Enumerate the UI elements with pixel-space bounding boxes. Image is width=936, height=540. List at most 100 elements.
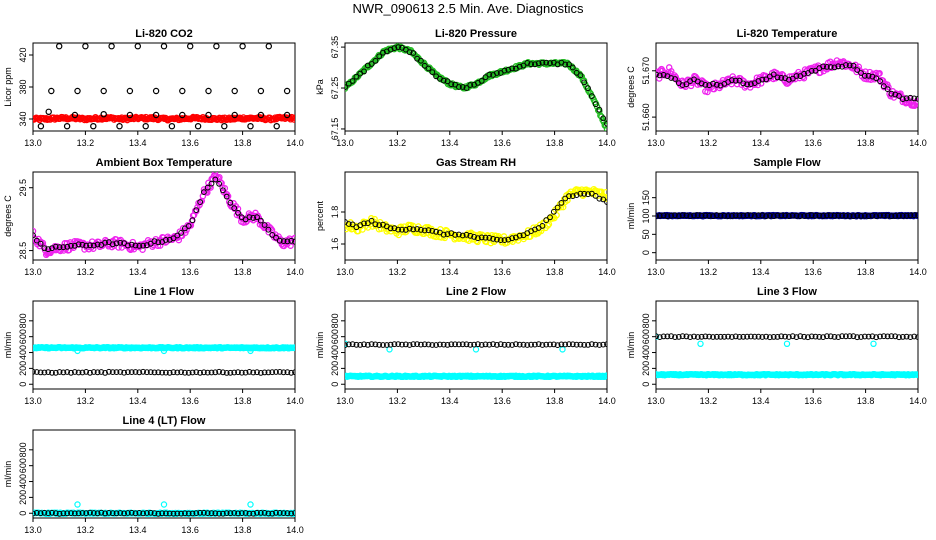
data-point (717, 333, 724, 340)
data-point (884, 333, 891, 340)
x-tick-label: 13.4 (129, 267, 147, 277)
gas-stream-rh-axis-box (344, 171, 608, 261)
data-point (429, 228, 436, 234)
data-point (178, 510, 185, 517)
x-tick-label: 14.0 (286, 138, 304, 148)
data-point (440, 341, 447, 348)
y-tick-label: 340 (18, 111, 28, 126)
data-point (751, 213, 758, 220)
data-point (100, 110, 107, 118)
data-point (598, 188, 605, 196)
data-point (520, 341, 527, 348)
data-point (501, 237, 508, 244)
data-point (204, 369, 211, 376)
data-point (604, 120, 607, 127)
data-point (441, 234, 449, 242)
data-point (152, 111, 160, 119)
data-point (698, 333, 705, 340)
data-point (581, 190, 588, 197)
data-point (144, 369, 150, 376)
data-point (532, 341, 538, 348)
data-point (789, 212, 796, 219)
gas-stream-rh-ylabel: percent (315, 200, 325, 231)
x-tick-label: 13.2 (389, 267, 407, 277)
data-point (729, 213, 735, 219)
data-point (410, 50, 417, 56)
data-point (656, 213, 659, 219)
data-point (71, 510, 78, 517)
data-point (543, 217, 550, 224)
data-point (725, 333, 731, 340)
data-point (429, 69, 436, 75)
data-point (45, 246, 52, 253)
data-point (778, 212, 785, 219)
data-point (410, 341, 417, 348)
data-point (751, 333, 758, 340)
data-point (713, 212, 720, 219)
data-point (475, 341, 481, 348)
li-820-pressure-title: Li-820 Pressure (435, 28, 517, 40)
data-point (577, 341, 584, 348)
data-point (907, 334, 914, 341)
gas-stream-rh-points (345, 185, 607, 247)
data-point (267, 225, 275, 232)
data-point (63, 122, 71, 130)
data-point (471, 341, 478, 348)
data-point (194, 122, 202, 130)
data-point (235, 510, 241, 517)
data-point (185, 223, 192, 229)
data-point (49, 369, 55, 376)
data-point (212, 510, 219, 517)
data-point (283, 111, 291, 119)
x-tick-label: 13.8 (857, 267, 875, 277)
data-point (220, 510, 226, 517)
data-point (558, 341, 565, 348)
data-point (155, 369, 162, 376)
data-point (740, 80, 747, 87)
x-tick-label: 13.4 (441, 267, 459, 277)
li-820-temperature-points (656, 57, 918, 109)
x-tick-label: 13.6 (493, 396, 511, 406)
data-point (345, 84, 348, 91)
data-point (48, 87, 55, 95)
data-point (778, 70, 786, 78)
data-point (391, 225, 398, 232)
data-point (774, 212, 781, 219)
data-point (395, 226, 402, 233)
data-point (566, 61, 572, 68)
data-point (74, 347, 81, 355)
data-point (353, 341, 360, 348)
data-point (535, 60, 542, 67)
data-point (142, 122, 149, 130)
data-point (182, 510, 188, 517)
data-point (102, 239, 108, 246)
data-point (216, 180, 223, 187)
x-tick-label: 14.0 (909, 267, 927, 277)
data-point (478, 234, 485, 241)
x-tick-label: 13.6 (804, 138, 822, 148)
data-point (421, 62, 428, 69)
data-point (585, 85, 591, 92)
plot-li-820-temperature: Li-820 Temperature degrees C 13.0 13.2 13.4 1… (626, 28, 927, 148)
data-point (482, 234, 489, 241)
data-point (778, 333, 785, 340)
data-point (187, 222, 195, 229)
data-point (535, 341, 542, 348)
data-point (147, 369, 154, 376)
data-point (170, 235, 177, 242)
data-point (524, 60, 531, 66)
data-point (290, 116, 295, 123)
data-point (471, 234, 478, 240)
data-point (543, 341, 550, 348)
data-point (425, 224, 432, 231)
data-point (261, 222, 268, 228)
line-3-flow-points (656, 333, 918, 379)
line-1-flow-title: Line 1 Flow (134, 286, 194, 298)
data-point (467, 232, 474, 239)
data-point (201, 509, 207, 516)
data-point (193, 510, 200, 516)
data-point (288, 237, 295, 244)
data-point (421, 227, 428, 234)
data-point (128, 369, 135, 376)
data-point (159, 510, 166, 517)
